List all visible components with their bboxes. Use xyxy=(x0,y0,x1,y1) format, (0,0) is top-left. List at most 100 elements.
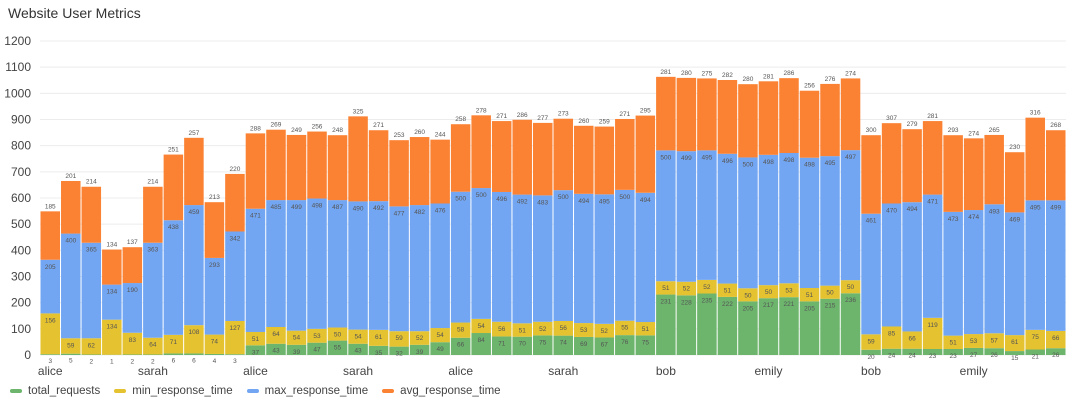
bar-total-requests[interactable] xyxy=(430,342,450,355)
bar-min-response-time[interactable] xyxy=(225,320,245,355)
bar-min-response-time[interactable] xyxy=(143,337,163,355)
bar-min-response-time[interactable] xyxy=(717,283,738,297)
bar-avg-response-time[interactable] xyxy=(266,129,286,201)
bar-avg-response-time[interactable] xyxy=(389,140,409,207)
bar-max-response-time[interactable] xyxy=(820,156,840,286)
bar-total-requests[interactable] xyxy=(799,301,820,355)
bar-avg-response-time[interactable] xyxy=(779,78,799,153)
bar-max-response-time[interactable] xyxy=(409,205,430,332)
bar-max-response-time[interactable] xyxy=(594,194,615,324)
bar-total-requests[interactable] xyxy=(348,343,368,355)
bar-min-response-time[interactable] xyxy=(615,320,635,336)
bar-avg-response-time[interactable] xyxy=(81,186,102,243)
bar-avg-response-time[interactable] xyxy=(984,134,1004,205)
bar-avg-response-time[interactable] xyxy=(697,78,717,151)
bar-avg-response-time[interactable] xyxy=(245,133,266,209)
bar-avg-response-time[interactable] xyxy=(532,122,553,196)
bar-min-response-time[interactable] xyxy=(881,326,902,349)
bar-max-response-time[interactable] xyxy=(840,150,861,281)
bar-total-requests[interactable] xyxy=(532,335,553,355)
bar-max-response-time[interactable] xyxy=(738,157,758,289)
bar-min-response-time[interactable] xyxy=(922,317,943,349)
bar-avg-response-time[interactable] xyxy=(1004,152,1025,213)
bar-max-response-time[interactable] xyxy=(512,194,532,324)
bar-total-requests[interactable] xyxy=(225,354,245,355)
bar-total-requests[interactable] xyxy=(553,335,574,355)
bar-total-requests[interactable] xyxy=(471,333,491,355)
bar-min-response-time[interactable] xyxy=(635,322,656,336)
bar-min-response-time[interactable] xyxy=(40,313,61,355)
bar-min-response-time[interactable] xyxy=(204,334,225,354)
bar-total-requests[interactable] xyxy=(143,354,163,355)
bar-min-response-time[interactable] xyxy=(594,323,615,338)
bar-total-requests[interactable] xyxy=(963,347,984,355)
bar-total-requests[interactable] xyxy=(389,346,409,355)
bar-avg-response-time[interactable] xyxy=(163,154,184,221)
bar-min-response-time[interactable] xyxy=(676,281,697,296)
legend-item-max-response-time[interactable]: max_response_time xyxy=(246,385,368,397)
bar-min-response-time[interactable] xyxy=(840,280,861,294)
bar-max-response-time[interactable] xyxy=(368,201,389,330)
bar-max-response-time[interactable] xyxy=(430,203,450,329)
bar-total-requests[interactable] xyxy=(943,348,963,355)
bar-max-response-time[interactable] xyxy=(799,157,820,289)
bar-max-response-time[interactable] xyxy=(861,213,881,335)
bar-total-requests[interactable] xyxy=(286,344,307,355)
bar-min-response-time[interactable] xyxy=(286,330,307,345)
bar-avg-response-time[interactable] xyxy=(1025,117,1045,201)
bar-avg-response-time[interactable] xyxy=(738,84,758,158)
bar-min-response-time[interactable] xyxy=(327,327,348,341)
bar-min-response-time[interactable] xyxy=(1004,335,1025,352)
bar-total-requests[interactable] xyxy=(266,343,286,355)
bar-avg-response-time[interactable] xyxy=(574,125,594,194)
bar-avg-response-time[interactable] xyxy=(409,137,430,206)
legend-item-total-requests[interactable]: total_requests xyxy=(10,385,100,397)
bar-min-response-time[interactable] xyxy=(163,334,184,354)
bar-max-response-time[interactable] xyxy=(758,154,779,286)
bar-max-response-time[interactable] xyxy=(348,201,368,330)
bar-avg-response-time[interactable] xyxy=(553,118,574,191)
bar-max-response-time[interactable] xyxy=(143,242,163,338)
bar-avg-response-time[interactable] xyxy=(122,247,143,284)
bar-max-response-time[interactable] xyxy=(902,202,922,332)
bar-min-response-time[interactable] xyxy=(430,328,450,343)
bar-max-response-time[interactable] xyxy=(676,151,697,282)
bar-avg-response-time[interactable] xyxy=(1045,130,1066,201)
bar-avg-response-time[interactable] xyxy=(61,180,81,234)
bar-max-response-time[interactable] xyxy=(574,193,594,324)
bar-min-response-time[interactable] xyxy=(943,335,963,349)
bar-total-requests[interactable] xyxy=(984,348,1004,355)
bar-avg-response-time[interactable] xyxy=(615,118,635,190)
bar-total-requests[interactable] xyxy=(697,293,717,355)
bar-max-response-time[interactable] xyxy=(40,259,61,314)
bar-avg-response-time[interactable] xyxy=(902,129,922,203)
bar-avg-response-time[interactable] xyxy=(450,124,471,192)
bar-min-response-time[interactable] xyxy=(245,331,266,346)
bar-max-response-time[interactable] xyxy=(943,211,963,336)
bar-max-response-time[interactable] xyxy=(635,192,656,323)
bar-avg-response-time[interactable] xyxy=(307,131,327,199)
bar-min-response-time[interactable] xyxy=(656,281,676,295)
bar-total-requests[interactable] xyxy=(738,301,758,355)
bar-total-requests[interactable] xyxy=(635,335,656,355)
bar-min-response-time[interactable] xyxy=(1025,329,1045,350)
bar-min-response-time[interactable] xyxy=(820,285,840,299)
bar-max-response-time[interactable] xyxy=(307,198,327,329)
bar-min-response-time[interactable] xyxy=(184,325,204,354)
bar-max-response-time[interactable] xyxy=(491,191,512,322)
bar-min-response-time[interactable] xyxy=(491,321,512,337)
bar-max-response-time[interactable] xyxy=(81,242,102,339)
bar-total-requests[interactable] xyxy=(1025,349,1045,355)
bar-avg-response-time[interactable] xyxy=(368,130,389,202)
bar-avg-response-time[interactable] xyxy=(286,134,307,201)
bar-min-response-time[interactable] xyxy=(266,327,286,344)
bar-min-response-time[interactable] xyxy=(512,323,532,337)
bar-avg-response-time[interactable] xyxy=(656,76,676,151)
bar-max-response-time[interactable] xyxy=(697,150,717,280)
bar-avg-response-time[interactable] xyxy=(963,138,984,211)
bar-avg-response-time[interactable] xyxy=(471,115,491,189)
bar-total-requests[interactable] xyxy=(717,296,738,355)
bar-max-response-time[interactable] xyxy=(984,204,1004,334)
legend-item-avg-response-time[interactable]: avg_response_time xyxy=(382,385,501,397)
bar-min-response-time[interactable] xyxy=(1045,330,1066,349)
